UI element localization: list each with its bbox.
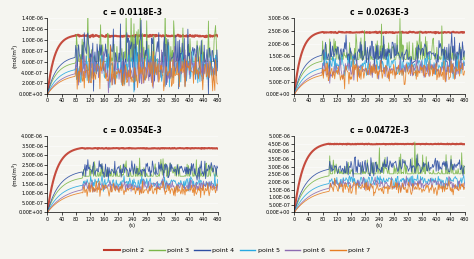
X-axis label: (s): (s) [376, 223, 383, 228]
Legend: point 2, point 3, point 4, point 5, point 6, point 7: point 2, point 3, point 4, point 5, poin… [101, 246, 373, 256]
Title: c = 0.0354E-3: c = 0.0354E-3 [103, 126, 162, 135]
Y-axis label: (mol/m³): (mol/m³) [11, 162, 18, 186]
X-axis label: (s): (s) [129, 223, 136, 228]
Title: c = 0.0472E-3: c = 0.0472E-3 [350, 126, 409, 135]
Title: c = 0.0263E-3: c = 0.0263E-3 [350, 8, 409, 17]
Title: c = 0.0118E-3: c = 0.0118E-3 [103, 8, 162, 17]
Y-axis label: (mol/m³): (mol/m³) [11, 44, 18, 68]
